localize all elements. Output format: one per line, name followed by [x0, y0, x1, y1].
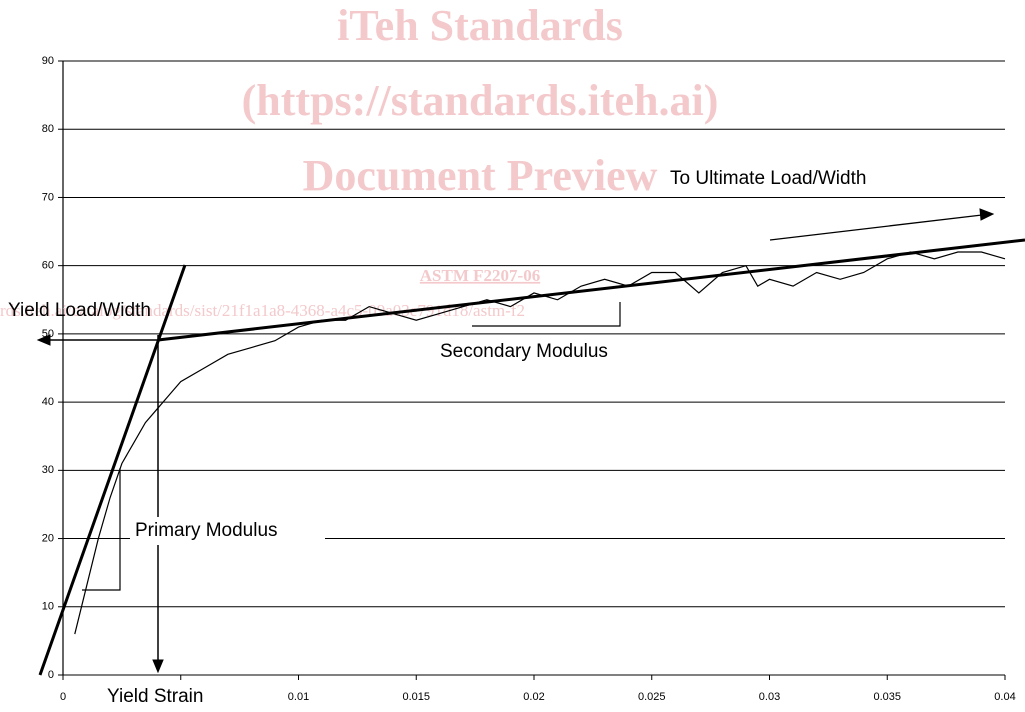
x-tick-label: 0.02	[523, 691, 544, 703]
arrow-head	[979, 208, 995, 221]
y-tick-label: 80	[42, 123, 54, 135]
plot	[74, 251, 1006, 635]
arrow-head	[36, 334, 51, 346]
secondary-modulus-line	[157, 238, 1025, 342]
annotation-shapes	[36, 208, 1025, 676]
watermark: (https://standards.iteh.ai)	[242, 76, 719, 125]
x-tick-label: 0.03	[759, 691, 780, 703]
secondary-bracket	[472, 302, 621, 327]
x-tick-label: 0	[60, 691, 66, 703]
annotation: Yield Load/Width	[8, 300, 151, 321]
annotation: Primary Modulus	[135, 520, 278, 541]
x-tick-label: 0.035	[873, 691, 901, 703]
y-tick-label: 0	[48, 669, 54, 681]
y-tick-label: 30	[42, 464, 54, 476]
watermark: ASTM F2207-06	[420, 266, 540, 285]
watermark: Document Preview	[303, 151, 658, 200]
y-tick-label: 60	[42, 260, 54, 272]
y-tick-label: 90	[42, 55, 54, 67]
data-line	[74, 251, 1006, 635]
annotation: Secondary Modulus	[440, 341, 608, 362]
x-tick-label: 0.015	[402, 691, 430, 703]
x-tick-label: 0.01	[288, 691, 309, 703]
primary-bracket	[82, 468, 121, 591]
watermark: iTeh Standards	[337, 1, 623, 50]
ultimate-arrow	[769, 214, 983, 241]
arrow-head	[152, 659, 164, 674]
x-tick-label: 0.04	[994, 691, 1015, 703]
y-tick-label: 40	[42, 396, 54, 408]
watermark: rds.iteh.ai/catalog/standards/sist/21f1a…	[0, 301, 525, 320]
y-tick-label: 70	[42, 191, 54, 203]
label-bg	[100, 683, 240, 711]
x-tick-label: 0.025	[638, 691, 666, 703]
label-bg	[436, 338, 658, 366]
annotation: To Ultimate Load/Width	[670, 168, 866, 189]
y-tick-label: 20	[42, 532, 54, 544]
annotation: Yield Strain	[107, 686, 203, 707]
primary-modulus-line	[38, 264, 187, 676]
y-tick-label: 10	[42, 601, 54, 613]
label-bg	[130, 517, 325, 545]
